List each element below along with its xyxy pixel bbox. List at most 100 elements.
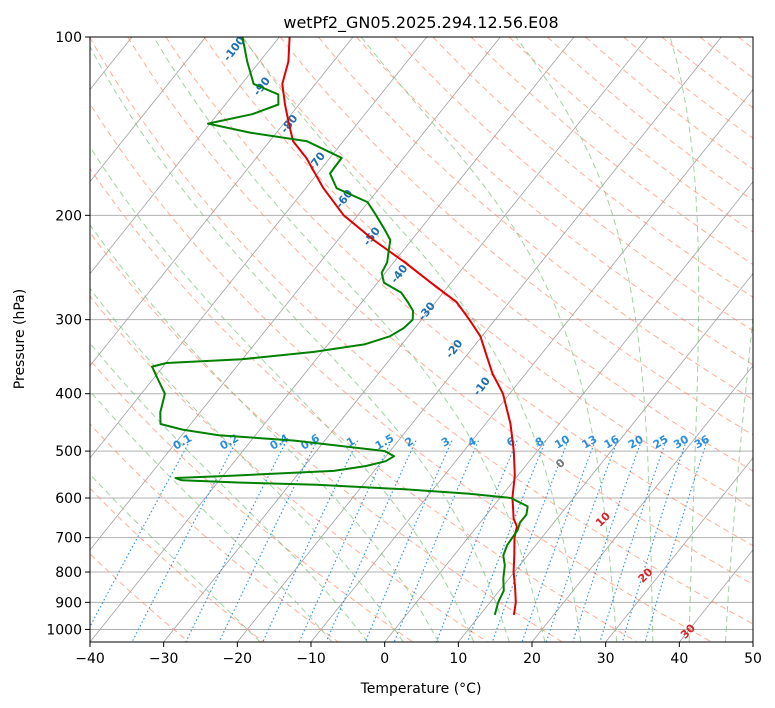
mixing-ratio-line: [435, 440, 518, 642]
y-tick-label: 800: [55, 565, 82, 581]
dry-adiabat-line: [470, 37, 753, 266]
moist-adiabat-label: 10: [593, 509, 613, 529]
mixing-ratio-line: [466, 440, 547, 642]
isotherm-line: [90, 37, 280, 275]
x-tick-label: 30: [597, 651, 615, 667]
isotherm-line: [0, 37, 58, 642]
mixing-ratio-line: [491, 440, 569, 642]
dewpoint-line: [151, 37, 529, 616]
axes: −40 −30 −20 −10 0 10 20 30 40 5010020030040050060…: [46, 30, 762, 667]
dry-adiabat-line: [165, 37, 753, 547]
x-axis-label: Temperature (°C): [360, 681, 482, 697]
mixing-ratio-line: [393, 440, 479, 642]
mixing-ratio-line: [218, 440, 318, 642]
mixing-ratio-line: [644, 440, 708, 642]
dry-adiabat-line: [127, 37, 753, 585]
dry-adiabat-line: [318, 37, 753, 401]
x-tick-label: −30: [149, 651, 179, 667]
isotherm-line: [163, 37, 648, 642]
mixing-ratio-label: 25: [651, 433, 671, 452]
mixing-ratio-line: [572, 440, 643, 642]
isotherm-line: [605, 457, 753, 642]
moist-adiabat-line: [90, 390, 333, 642]
isotherm-line: [90, 37, 354, 367]
isotherm-line: [752, 641, 753, 642]
mixing-ratio-label: 16: [602, 432, 622, 451]
dry-adiabat-line: [203, 37, 753, 509]
isotherm-line: [90, 37, 575, 642]
isotherm-line: [458, 273, 753, 642]
dry-adiabat-line: [90, 37, 753, 625]
moist-adiabat-line: [90, 473, 261, 642]
moist-adiabat-line: [90, 342, 369, 642]
dry-adiabat-line: [356, 37, 753, 366]
isotherm-line: [90, 37, 501, 551]
x-tick-label: 20: [523, 651, 541, 667]
dry-adiabat-line: [90, 231, 563, 642]
y-tick-label: 400: [55, 387, 82, 403]
profile-series: [151, 37, 529, 616]
isotherm-line: [237, 37, 722, 642]
moist-adiabat-line: [515, 37, 654, 642]
moist-adiabat-line: [90, 45, 510, 642]
dry-adiabat-line: [90, 553, 190, 642]
dry-adiabat-line: [279, 37, 753, 436]
moist-adiabat-line: [90, 287, 404, 642]
mixing-ratio-line: [262, 440, 359, 642]
mixing-ratio-line: [298, 440, 392, 642]
isotherm-line: [679, 549, 753, 642]
background-lines: [0, 37, 753, 642]
moist-adiabat-line: [360, 37, 618, 642]
plot-frame: [89, 36, 754, 643]
isotherm-line: [531, 365, 753, 642]
mixing-ratio-line: [364, 440, 453, 642]
temperature-line: [281, 37, 518, 616]
mixing-ratio-line: [90, 440, 191, 628]
x-tick-label: −20: [223, 651, 253, 667]
dry-adiabat-label: -90: [251, 74, 274, 98]
mixing-ratio-label: 20: [626, 432, 646, 451]
dry-adiabat-line: [547, 37, 753, 201]
x-tick-label: 50: [744, 651, 762, 667]
moist-adiabat-line: [242, 37, 582, 642]
mixing-ratio-line: [599, 440, 667, 642]
mixing-ratio-label: 3: [439, 435, 452, 450]
moist-adiabat-line: [90, 146, 475, 642]
dry-adiabat-line: [585, 37, 753, 170]
x-tick-label: 0: [380, 651, 389, 667]
dry-adiabat-label: -10: [471, 374, 494, 398]
moist-adiabat-line: [669, 37, 700, 642]
dry-adiabat-line: [432, 37, 753, 298]
isotherm-line: [90, 37, 206, 183]
chart-title: wetPf2_GN05.2025.294.12.56.E08: [283, 13, 558, 33]
dry-adiabat-line: [737, 37, 753, 49]
mixing-ratio-line: [185, 440, 287, 642]
moist-adiabat-line: [90, 224, 439, 642]
dry-adiabat-line: [90, 487, 264, 642]
y-tick-label: 500: [55, 444, 82, 460]
y-tick-label: 700: [55, 531, 82, 547]
y-tick-label: 1000: [46, 622, 82, 638]
moist-adiabat-label: 0: [553, 456, 568, 471]
dry-adiabat-line: [241, 37, 753, 472]
mixing-ratio-line: [545, 440, 618, 642]
mixing-ratio-label: 10: [552, 432, 572, 451]
y-tick-label: 300: [55, 313, 82, 329]
y-axis-label: Pressure (hPa): [12, 289, 28, 389]
x-tick-label: −10: [296, 651, 326, 667]
dry-adiabat-line: [699, 37, 753, 79]
y-tick-label: 900: [55, 595, 82, 611]
dry-adiabat-label: -20: [443, 337, 466, 361]
dry-adiabat-line: [508, 37, 753, 233]
dry-adiabat-line: [661, 37, 753, 109]
isotherm-line: [90, 37, 427, 459]
x-tick-label: 10: [449, 651, 467, 667]
mixing-ratio-label: 2: [403, 435, 416, 450]
dry-adiabat-line: [394, 37, 753, 332]
mixing-ratio-line: [325, 440, 417, 642]
dry-adiabat-line: [90, 102, 712, 642]
moist-adiabat-line: [725, 312, 753, 642]
y-tick-label: 600: [55, 491, 82, 507]
y-tick-label: 200: [55, 208, 82, 224]
